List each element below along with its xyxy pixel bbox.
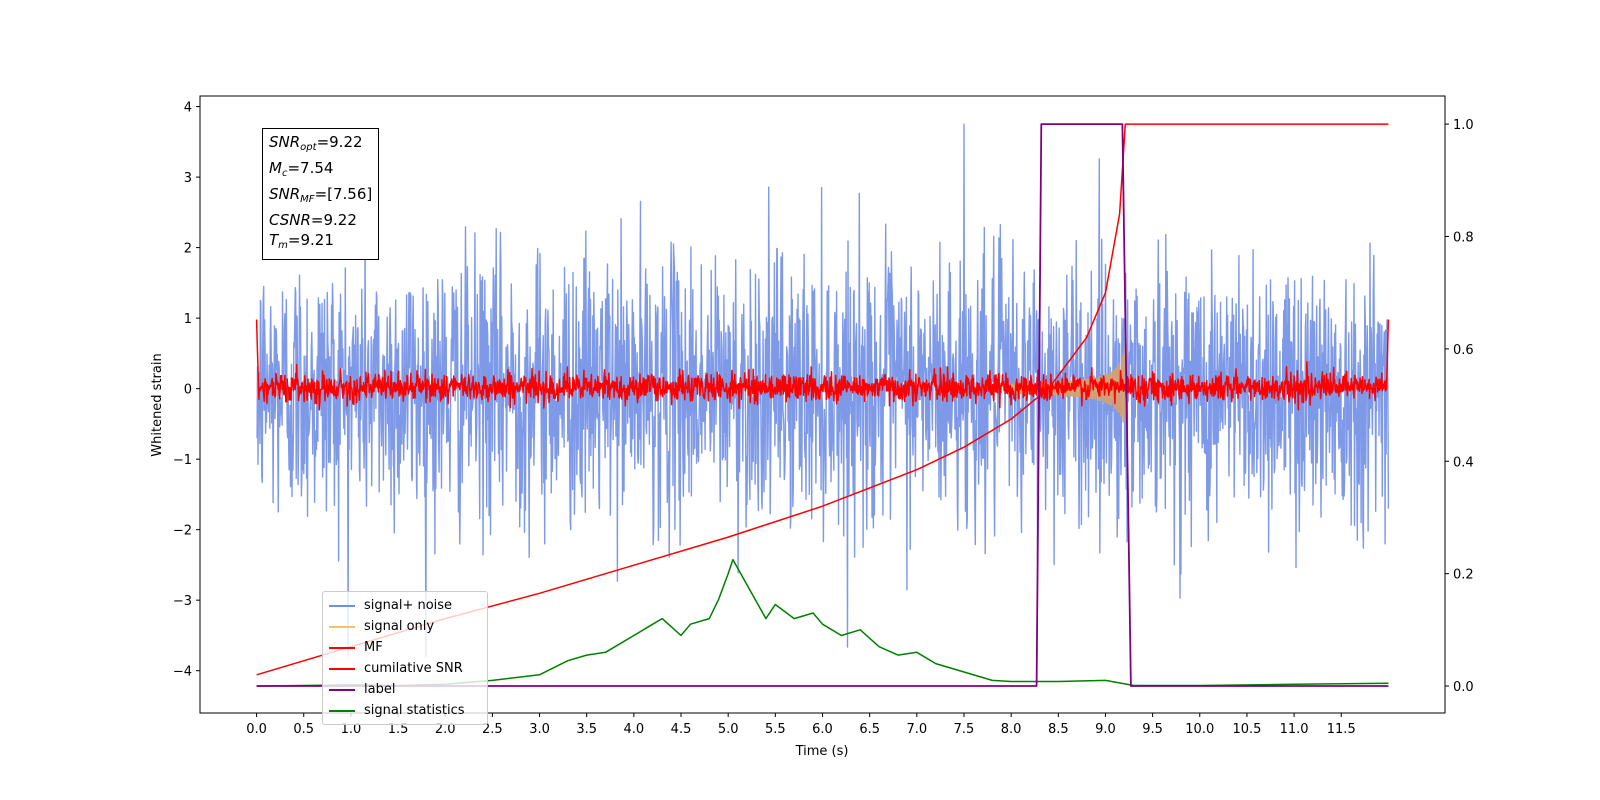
x-tick-label: 10.0 (1185, 722, 1214, 737)
axes-layer: 0.0 0.5 1.0 1.5 2.0 2.5 3.0 3.5 4.0 4.5 5.0 5.5 6.0 6… (173, 101, 1474, 737)
y-axis-label: Whitened strain (150, 353, 165, 456)
y2-tick-label: 0.2 (1453, 568, 1474, 583)
y-tick-label: −3 (173, 594, 192, 609)
x-tick-label: 9.5 (1142, 722, 1163, 737)
y2-tick-label: 1.0 (1453, 118, 1474, 133)
x-tick-label: 8.0 (1001, 722, 1022, 737)
x-tick-label: 11.5 (1327, 722, 1356, 737)
y2-tick-label: 0.0 (1453, 680, 1474, 695)
y2-tick-label: 0.4 (1453, 455, 1474, 470)
x-tick-label: 10.5 (1232, 722, 1261, 737)
y2-tick-label: 0.8 (1453, 230, 1474, 245)
legend-swatch (329, 625, 355, 628)
x-tick-label: 5.5 (765, 722, 786, 737)
x-tick-label: 5.0 (718, 722, 739, 737)
legend-item: MF (329, 637, 481, 658)
x-tick-label: 1.5 (388, 722, 409, 737)
x-tick-label: 3.5 (576, 722, 597, 737)
legend-item: signal only (329, 616, 481, 637)
series-layer (255, 123, 1390, 687)
x-tick-label: 4.0 (624, 722, 645, 737)
x-tick-label: 3.0 (529, 722, 550, 737)
legend-label: label (364, 682, 396, 697)
legend-swatch (329, 604, 355, 607)
x-tick-label: 11.0 (1280, 722, 1309, 737)
x-tick-label: 7.0 (906, 722, 927, 737)
x-tick-label: 7.5 (954, 722, 975, 737)
legend-label: signal only (364, 619, 435, 634)
x-tick-label: 0.0 (246, 722, 267, 737)
y-tick-label: 4 (184, 101, 192, 116)
legend-item: signal statistics (329, 700, 481, 721)
x-tick-label: 2.5 (482, 722, 503, 737)
csnr-line: CSNR=9.22 (269, 211, 357, 229)
legend-item: cumilative SNR (329, 658, 481, 679)
snr-opt-line: SNRopt=9.22 (269, 133, 363, 153)
x-tick-label: 1.0 (341, 722, 362, 737)
legend-swatch (329, 646, 355, 649)
x-tick-label: 0.5 (293, 722, 314, 737)
y-tick-label: 3 (184, 171, 192, 186)
series-mf (255, 319, 1390, 411)
legend-swatch (329, 688, 355, 691)
y-tick-label: −4 (173, 665, 192, 680)
x-tick-label: 4.5 (671, 722, 692, 737)
y-tick-label: 2 (184, 242, 192, 257)
x-tick-label: 6.0 (812, 722, 833, 737)
stats-annotation-box: SNRopt=9.22 Mc=7.54 SNRMF=[7.56] CSNR=9.… (262, 128, 380, 260)
series-signal-statistics (256, 558, 1389, 687)
snr-mf-line: SNRMF=[7.56] (269, 185, 373, 205)
y-tick-label: −2 (173, 524, 192, 539)
legend: signal+ noise signal only MF cumilative … (322, 591, 488, 725)
y2-tick-label: 0.6 (1453, 343, 1474, 358)
y-tick-label: 1 (184, 312, 192, 327)
x-tick-label: 9.0 (1095, 722, 1116, 737)
legend-label: MF (364, 640, 383, 655)
x-tick-label: 8.5 (1048, 722, 1069, 737)
legend-swatch (329, 709, 355, 712)
y-tick-label: −1 (173, 453, 192, 468)
series-signal-noise (256, 123, 1390, 658)
x-axis-label: Time (s) (795, 744, 849, 759)
series-label (256, 123, 1389, 687)
legend-swatch (329, 667, 355, 670)
chirp-mass-line: Mc=7.54 (269, 159, 334, 179)
x-tick-label: 6.5 (859, 722, 880, 737)
legend-label: cumilative SNR (364, 661, 463, 676)
legend-label: signal+ noise (364, 598, 453, 613)
x-tick-label: 2.0 (435, 722, 456, 737)
legend-item: label (329, 679, 481, 700)
legend-item: signal+ noise (329, 595, 481, 616)
series-cumulative-snr (256, 123, 1389, 676)
legend-label: signal statistics (364, 703, 465, 718)
y-tick-label: 0 (184, 383, 192, 398)
merger-time-line: Tm=9.21 (269, 231, 334, 251)
